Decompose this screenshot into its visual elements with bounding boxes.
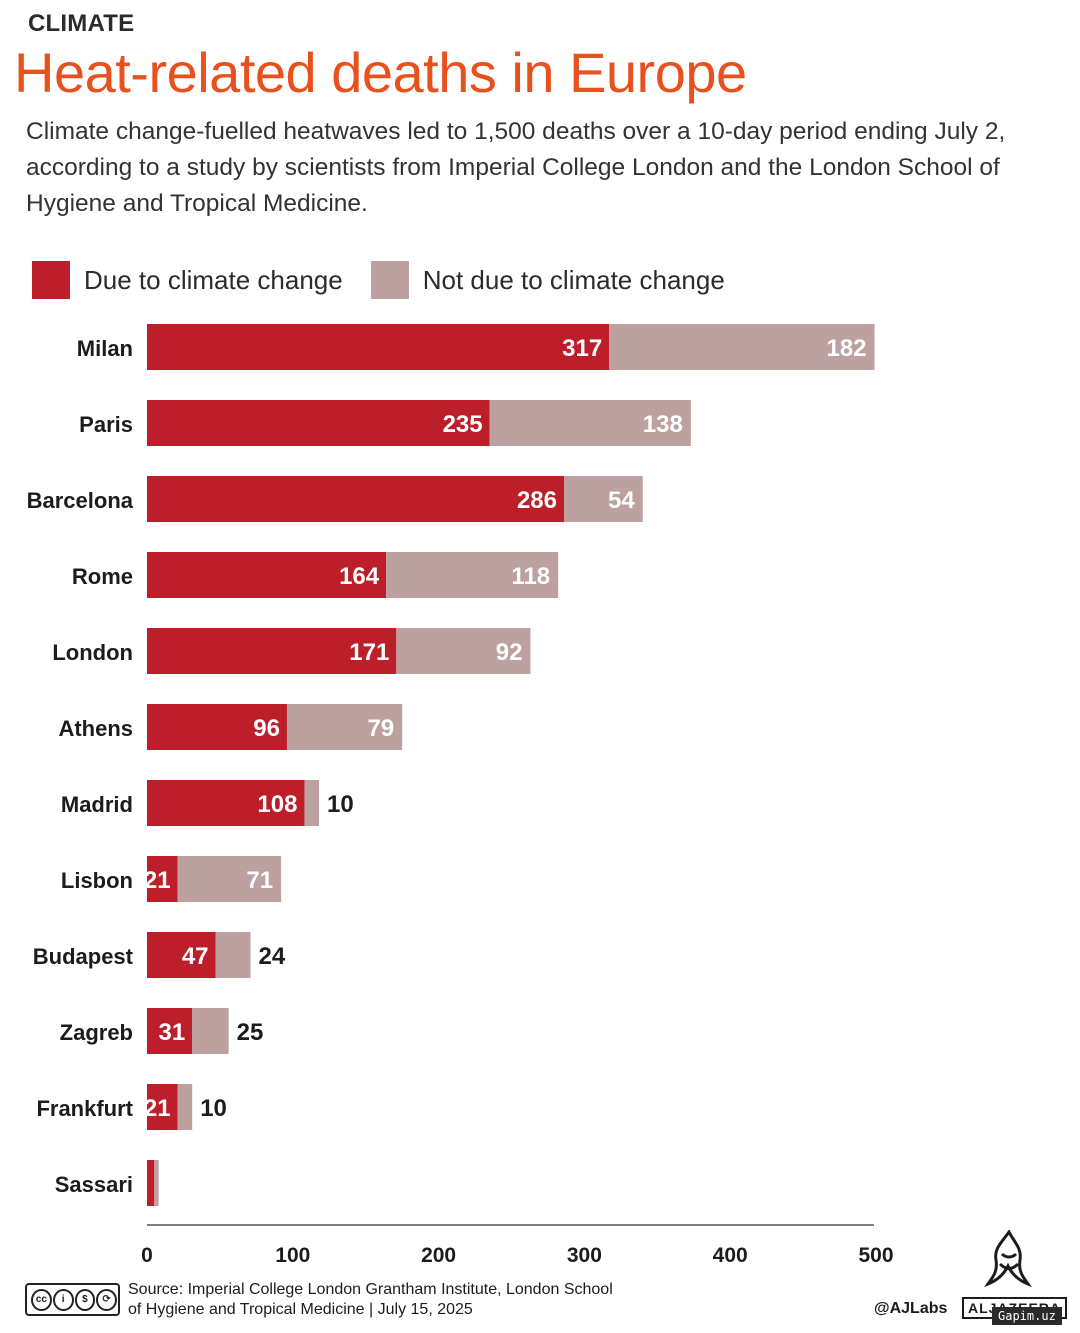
x-tick-label: 100 bbox=[275, 1244, 310, 1267]
watermark-text: Gapim.uz bbox=[992, 1307, 1062, 1325]
category-label: Frankfurt bbox=[36, 1096, 133, 1121]
bar-not-climate bbox=[304, 780, 320, 826]
bar-climate bbox=[147, 780, 305, 826]
bar-chart: Milan 317 182 Paris 235 138 Barcelona 286 54 Rome… bbox=[27, 324, 894, 1267]
category-label: Zagreb bbox=[60, 1020, 133, 1045]
category-label: London bbox=[52, 640, 133, 665]
page-subtitle: Climate change-fuelled heatwaves led to … bbox=[26, 118, 1006, 217]
bar-climate bbox=[147, 628, 397, 674]
category-label: Sassari bbox=[55, 1172, 133, 1197]
value-label-climate: 164 bbox=[339, 563, 380, 590]
bar-climate bbox=[147, 476, 564, 522]
source-line-2: of Hygiene and Tropical Medicine | July … bbox=[128, 1301, 473, 1318]
value-label-not-climate: 54 bbox=[608, 487, 635, 514]
category-label: Barcelona bbox=[27, 488, 134, 513]
cc-nc-icon: $ bbox=[74, 1288, 96, 1311]
value-label-climate: 108 bbox=[257, 791, 297, 818]
value-label-climate: 235 bbox=[443, 411, 483, 438]
bar-not-climate bbox=[177, 856, 282, 902]
legend-item-not-climate: Not due to climate change bbox=[370, 261, 725, 299]
bar-climate bbox=[147, 324, 610, 370]
bar-not-climate bbox=[396, 628, 531, 674]
value-label-climate: 21 bbox=[144, 867, 171, 894]
bar-climate bbox=[147, 1160, 155, 1206]
bar-not-climate bbox=[192, 1008, 229, 1054]
value-label-climate: 96 bbox=[253, 715, 280, 742]
value-label-not-climate: 24 bbox=[259, 943, 286, 970]
source-line-1: Source: Imperial College London Grantham… bbox=[128, 1281, 613, 1298]
bar-climate bbox=[147, 1008, 193, 1054]
category-label: Lisbon bbox=[61, 868, 133, 893]
value-label-not-climate: 118 bbox=[511, 563, 550, 590]
bar-not-climate bbox=[489, 400, 691, 446]
category-label: Athens bbox=[58, 716, 133, 741]
x-tick-label: 200 bbox=[421, 1244, 456, 1267]
bar-not-climate bbox=[386, 552, 559, 598]
value-label-not-climate: 10 bbox=[200, 1095, 227, 1122]
x-tick-label: 300 bbox=[567, 1244, 602, 1267]
bar-not-climate bbox=[215, 932, 251, 978]
x-tick-label: 0 bbox=[141, 1244, 153, 1267]
value-label-not-climate: 79 bbox=[367, 715, 394, 742]
cc-license-icon: cc i $ ⟳ bbox=[25, 1283, 120, 1316]
value-label-climate: 286 bbox=[517, 487, 557, 514]
bar-climate bbox=[147, 856, 178, 902]
bar-climate bbox=[147, 552, 387, 598]
aljazeera-logo-icon bbox=[984, 1230, 1032, 1288]
value-label-climate: 31 bbox=[158, 1019, 185, 1046]
value-label-climate: 171 bbox=[349, 639, 389, 666]
bar-not-climate bbox=[286, 704, 403, 750]
page-title: Heat-related deaths in Europe bbox=[14, 41, 747, 104]
bar-climate bbox=[147, 400, 490, 446]
cc-glyph-icon: cc bbox=[31, 1288, 52, 1311]
category-label: Milan bbox=[77, 336, 133, 361]
category-label: Budapest bbox=[33, 944, 134, 969]
section-kicker: CLIMATE bbox=[28, 10, 135, 37]
bar-climate bbox=[147, 932, 216, 978]
legend-label-climate: Due to climate change bbox=[84, 264, 343, 295]
value-label-not-climate: 71 bbox=[246, 867, 273, 894]
value-label-not-climate: 92 bbox=[496, 639, 523, 666]
value-label-not-climate: 138 bbox=[643, 411, 683, 438]
legend-label-not-climate: Not due to climate change bbox=[422, 264, 725, 295]
source-note: Source: Imperial College London Grantham… bbox=[128, 1280, 613, 1320]
bar-climate bbox=[147, 1084, 178, 1130]
bar-not-climate bbox=[154, 1160, 159, 1206]
cc-sa-icon: ⟳ bbox=[96, 1288, 117, 1311]
category-label: Rome bbox=[72, 564, 133, 589]
legend-swatch-not-climate bbox=[370, 261, 409, 299]
x-tick-label: 400 bbox=[713, 1244, 748, 1267]
chart-legend: Due to climate change Not due to climate… bbox=[32, 260, 753, 300]
value-label-climate: 47 bbox=[182, 943, 209, 970]
legend-swatch-climate bbox=[32, 261, 70, 299]
cc-by-icon: i bbox=[52, 1288, 74, 1311]
value-label-not-climate: 25 bbox=[237, 1019, 264, 1046]
value-label-climate: 317 bbox=[562, 335, 602, 362]
category-label: Madrid bbox=[61, 792, 133, 817]
handle-text: @AJLabs bbox=[874, 1300, 948, 1317]
x-tick-label: 500 bbox=[858, 1244, 893, 1267]
bar-not-climate bbox=[177, 1084, 193, 1130]
bar-not-climate bbox=[563, 476, 643, 522]
value-label-not-climate: 10 bbox=[327, 791, 354, 818]
legend-item-climate: Due to climate change bbox=[32, 261, 343, 299]
bar-climate bbox=[147, 704, 287, 750]
value-label-climate: 21 bbox=[144, 1095, 171, 1122]
value-label-not-climate: 182 bbox=[826, 335, 866, 362]
category-label: Paris bbox=[79, 412, 133, 437]
bar-not-climate bbox=[609, 324, 875, 370]
